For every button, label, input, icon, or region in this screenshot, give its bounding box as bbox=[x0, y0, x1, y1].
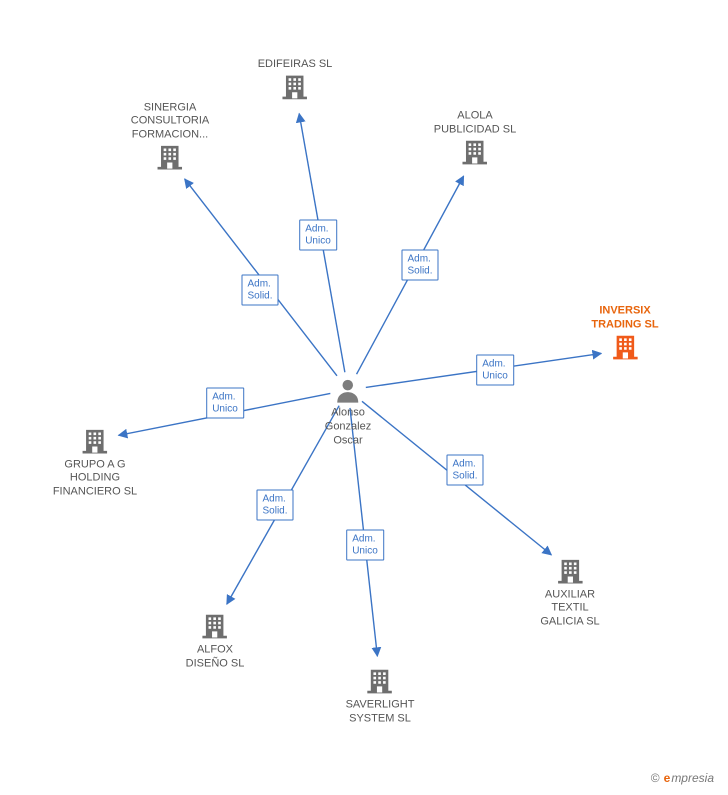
company-node: AUXILIARTEXTILGALICIA SL bbox=[540, 556, 599, 629]
company-node: ALOLAPUBLICIDAD SL bbox=[434, 109, 517, 169]
edge-label: Adm. Solid. bbox=[256, 490, 293, 521]
company-label: ALFOXDISEÑO SL bbox=[186, 643, 245, 669]
edge-label: Adm. Unico bbox=[299, 220, 337, 251]
company-label: AUXILIARTEXTILGALICIA SL bbox=[540, 588, 599, 628]
company-node: ALFOXDISEÑO SL bbox=[186, 611, 245, 671]
edge-label: Adm. Unico bbox=[346, 530, 384, 561]
center-person-node: AlonsoGonzalezOscar bbox=[325, 376, 371, 447]
edge-label: Adm. Unico bbox=[206, 388, 244, 419]
building-icon bbox=[366, 666, 394, 694]
edge-label: Adm. Solid. bbox=[241, 275, 278, 306]
company-node: GRUPO A GHOLDINGFINANCIERO SL bbox=[53, 426, 137, 499]
company-label: SAVERLIGHTSYSTEM SL bbox=[346, 698, 415, 724]
brand-rest: mpresia bbox=[671, 771, 714, 785]
company-node: SINERGIACONSULTORIAFORMACION... bbox=[131, 101, 209, 174]
building-icon bbox=[201, 611, 229, 639]
edge-label: Adm. Solid. bbox=[401, 250, 438, 281]
company-label: EDIFEIRAS SL bbox=[258, 58, 333, 70]
edge-label: Adm. Solid. bbox=[446, 455, 483, 486]
edge-label: Adm. Unico bbox=[476, 355, 514, 386]
center-label: AlonsoGonzalezOscar bbox=[325, 406, 371, 446]
building-icon bbox=[556, 556, 584, 584]
building-icon bbox=[461, 137, 489, 165]
company-node: EDIFEIRAS SL bbox=[258, 58, 333, 104]
company-label: INVERSIXTRADING SL bbox=[591, 304, 658, 330]
diagram-canvas: AlonsoGonzalezOscar EDIFEIRAS SL ALOLAPUB… bbox=[0, 0, 728, 795]
person-icon bbox=[334, 376, 362, 404]
copyright: © empresia bbox=[651, 771, 714, 785]
company-label: SINERGIACONSULTORIAFORMACION... bbox=[131, 101, 209, 141]
company-label: ALOLAPUBLICIDAD SL bbox=[434, 109, 517, 135]
brand-initial: e bbox=[664, 771, 671, 785]
building-icon bbox=[156, 142, 184, 170]
building-icon bbox=[81, 426, 109, 454]
company-node: INVERSIXTRADING SL bbox=[591, 304, 658, 364]
company-label: GRUPO A GHOLDINGFINANCIERO SL bbox=[53, 458, 137, 498]
building-icon bbox=[281, 72, 309, 100]
copyright-symbol: © bbox=[651, 771, 660, 785]
company-node: SAVERLIGHTSYSTEM SL bbox=[346, 666, 415, 726]
building-icon bbox=[611, 332, 639, 360]
